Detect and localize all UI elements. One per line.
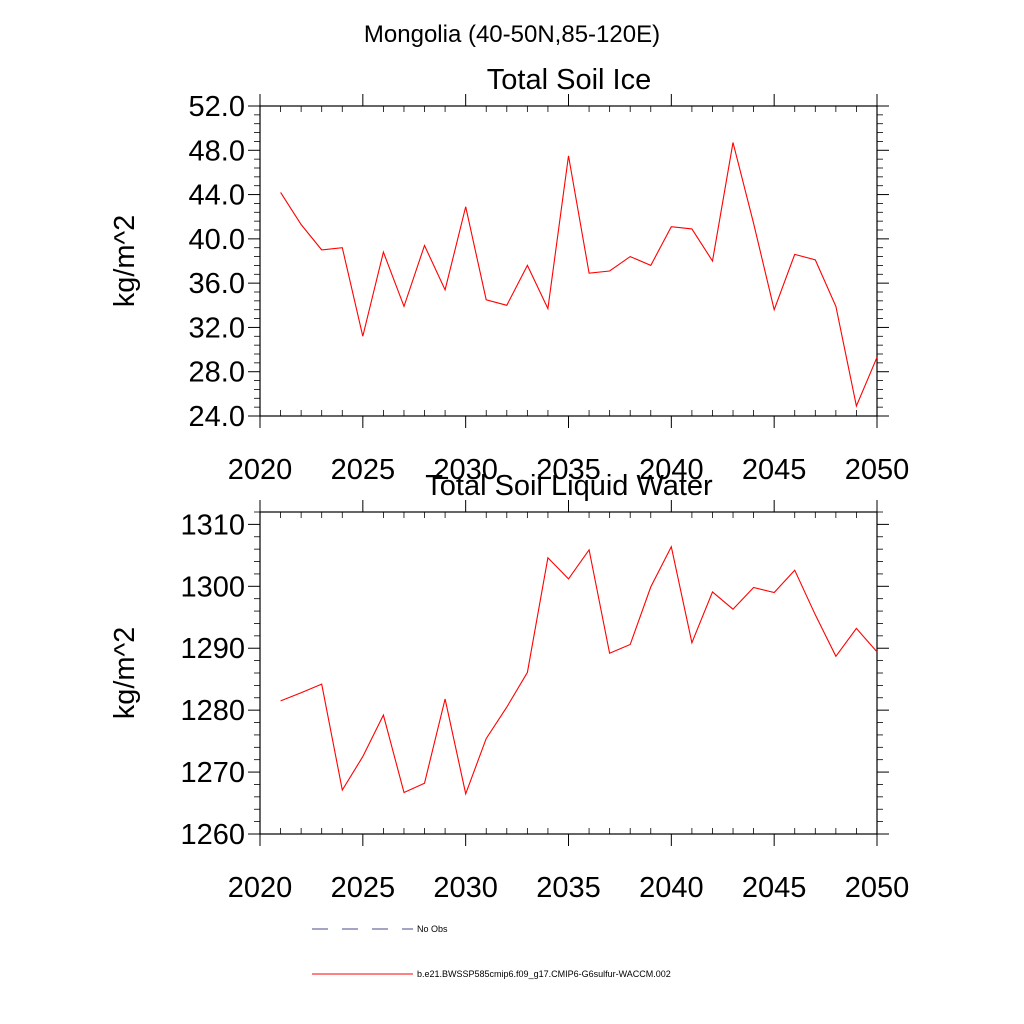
- x-tick-label: 2040: [639, 454, 704, 486]
- y-tick-label: 1310: [180, 509, 245, 541]
- panels: Total Soil Ice 2020 2025 2030 2035 2040 2045 20…: [109, 64, 909, 904]
- y-tick-label: 40.0: [189, 224, 245, 256]
- series-line: [280, 545, 878, 796]
- chart-title: Total Soil Liquid Water: [425, 470, 713, 502]
- chart-panel-1: Total Soil Ice 2020 2025 2030 2035 2040 2045 20…: [109, 64, 909, 486]
- y-tick-label: 32.0: [189, 312, 245, 344]
- y-axis-label: kg/m^2: [109, 627, 141, 720]
- y-tick-label: 28.0: [189, 357, 245, 389]
- y-tick-label: 36.0: [189, 268, 245, 300]
- legend: No Obs b.e21.BWSSP585cmip6.f09_g17.CMIP6-…: [312, 924, 671, 979]
- y-tick-label: 1270: [180, 757, 245, 789]
- plot-frame: [259, 511, 878, 835]
- x-tick-label: 2030: [433, 454, 498, 486]
- legend-item-1: No Obs: [312, 924, 448, 934]
- y-tick-label: 48.0: [189, 135, 245, 167]
- x-tick-label: 2030: [433, 872, 498, 904]
- y-tick-label: 1290: [180, 633, 245, 665]
- x-tick-label: 2045: [742, 454, 807, 486]
- x-tick-label: 2020: [228, 872, 293, 904]
- x-tick-label: 2020: [228, 454, 293, 486]
- legend-label: b.e21.BWSSP585cmip6.f09_g17.CMIP6-G6sulf…: [417, 969, 671, 979]
- y-tick-label: 52.0: [189, 91, 245, 123]
- legend-item-2: b.e21.BWSSP585cmip6.f09_g17.CMIP6-G6sulf…: [312, 969, 671, 979]
- chart-title: Total Soil Ice: [487, 64, 651, 96]
- x-tick-label: 2045: [742, 872, 807, 904]
- y-tick-label: 24.0: [189, 401, 245, 433]
- legend-label: No Obs: [417, 924, 448, 934]
- x-tick-label: 2050: [845, 872, 910, 904]
- y-tick-label: 1260: [180, 819, 245, 851]
- x-tick-label: 2035: [536, 454, 601, 486]
- figure-suptitle: Mongolia (40-50N,85-120E): [364, 21, 660, 48]
- x-tick-label: 2040: [639, 872, 704, 904]
- x-tick-label: 2035: [536, 872, 601, 904]
- y-tick-label: 1300: [180, 571, 245, 603]
- y-axis-label: kg/m^2: [109, 215, 141, 308]
- series-line: [280, 142, 878, 408]
- x-tick-label: 2050: [845, 454, 910, 486]
- y-tick-label: 44.0: [189, 180, 245, 212]
- x-tick-label: 2025: [331, 872, 396, 904]
- y-tick-label: 1280: [180, 695, 245, 727]
- x-tick-label: 2025: [331, 454, 396, 486]
- plot-frame: [259, 105, 878, 417]
- chart-panel-2: Total Soil Liquid Water 2020 2025 2030 2035 2…: [109, 470, 909, 904]
